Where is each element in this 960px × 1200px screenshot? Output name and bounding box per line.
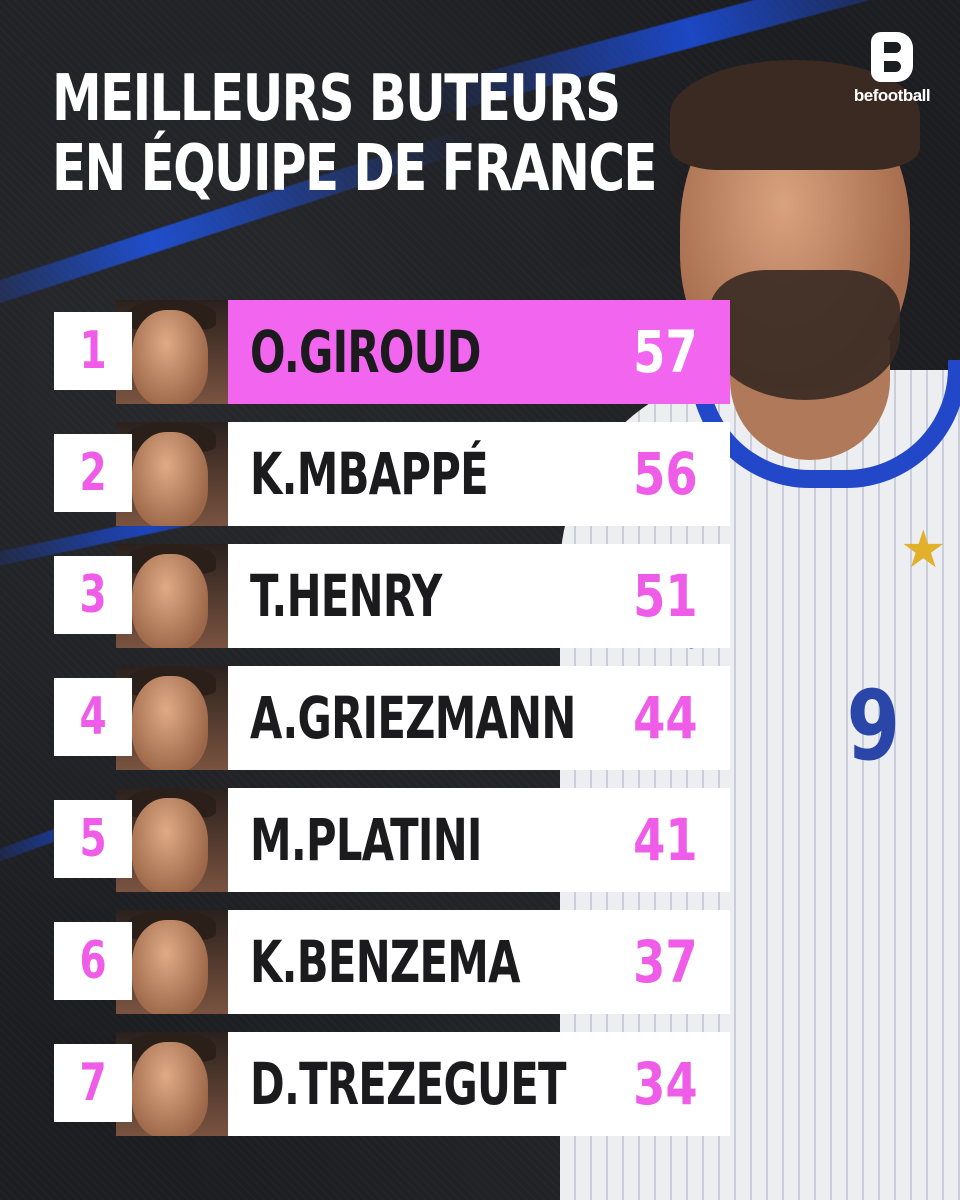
player-portrait [116, 788, 228, 892]
rank-box: 2 [54, 434, 132, 512]
goals-count: 41 [633, 806, 698, 874]
scorers-leaderboard: O.GIROUD 57 1 K.MBAPPÉ 56 2 T.HENRY 51 3 [54, 300, 730, 1154]
player-name: A.GRIEZMANN [250, 684, 576, 752]
rank-number: 6 [79, 931, 107, 991]
row-bar: O.GIROUD 57 [214, 300, 730, 404]
player-name: K.MBAPPÉ [250, 440, 489, 508]
leaderboard-row: T.HENRY 51 3 [54, 544, 730, 648]
goals-count: 56 [633, 440, 698, 508]
goals-count: 44 [633, 684, 698, 752]
rank-box: 7 [54, 1044, 132, 1122]
rank-number: 7 [79, 1053, 107, 1113]
logo-text: befootball [853, 86, 931, 105]
row-bar: D.TREZEGUET 34 [214, 1032, 730, 1136]
befootball-logo: befootball [852, 32, 932, 106]
player-name: O.GIROUD [250, 318, 481, 386]
player-portrait [116, 666, 228, 770]
rank-number: 5 [79, 809, 107, 869]
title-line-1: MEILLEURS BUTEURS [52, 62, 621, 136]
title-line-2: EN ÉQUIPE DE FRANCE [52, 132, 657, 206]
row-bar: K.MBAPPÉ 56 [214, 422, 730, 526]
goals-count: 51 [633, 562, 698, 630]
leaderboard-row: O.GIROUD 57 1 [54, 300, 730, 404]
rank-box: 6 [54, 922, 132, 1000]
rank-number: 2 [79, 443, 107, 503]
rank-box: 4 [54, 678, 132, 756]
leaderboard-row: K.MBAPPÉ 56 2 [54, 422, 730, 526]
player-portrait [116, 544, 228, 648]
player-portrait [116, 910, 228, 1014]
befootball-b-icon [871, 32, 913, 82]
player-portrait [116, 422, 228, 526]
rank-box: 3 [54, 556, 132, 634]
goals-count: 34 [633, 1050, 698, 1118]
goals-count: 57 [633, 318, 698, 386]
rank-box: 1 [54, 312, 132, 390]
row-bar: T.HENRY 51 [214, 544, 730, 648]
page-title: MEILLEURS BUTEURS EN ÉQUIPE DE FRANCE [52, 62, 657, 206]
player-portrait [116, 300, 228, 404]
row-bar: M.PLATINI 41 [214, 788, 730, 892]
rank-number: 4 [79, 687, 107, 747]
player-name: D.TREZEGUET [250, 1050, 567, 1118]
rank-box: 5 [54, 800, 132, 878]
rank-number: 3 [79, 565, 107, 625]
player-name: K.BENZEMA [250, 928, 520, 996]
row-bar: K.BENZEMA 37 [214, 910, 730, 1014]
goals-count: 37 [633, 928, 698, 996]
player-name: M.PLATINI [250, 806, 482, 874]
row-bar: A.GRIEZMANN 44 [214, 666, 730, 770]
player-portrait [116, 1032, 228, 1136]
player-name: T.HENRY [250, 562, 442, 630]
rank-number: 1 [79, 321, 107, 381]
leaderboard-row: D.TREZEGUET 34 7 [54, 1032, 730, 1136]
leaderboard-row: K.BENZEMA 37 6 [54, 910, 730, 1014]
leaderboard-row: A.GRIEZMANN 44 4 [54, 666, 730, 770]
leaderboard-row: M.PLATINI 41 5 [54, 788, 730, 892]
player-beard [710, 270, 900, 400]
rooster-crest-icon: ★ [900, 520, 947, 580]
jersey-number: 9 [846, 670, 901, 782]
